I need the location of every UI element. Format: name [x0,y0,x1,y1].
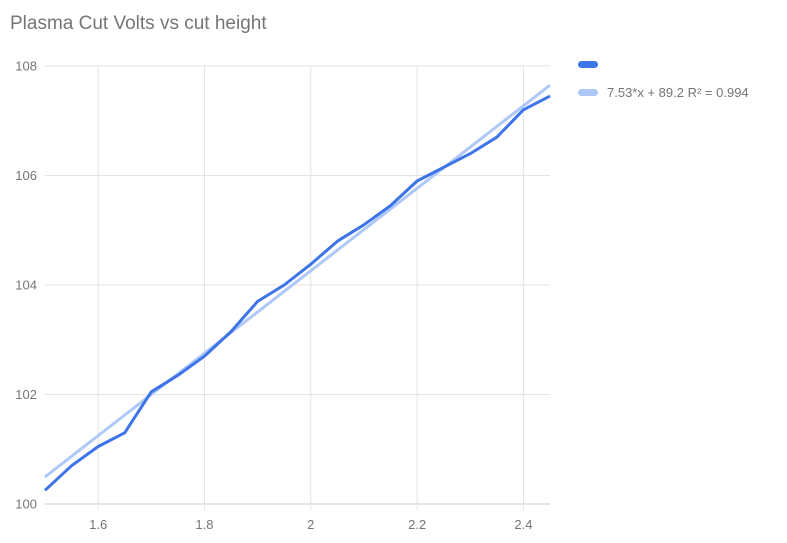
chart-title: Plasma Cut Volts vs cut height [10,13,267,34]
series-line [43,94,551,492]
x-tick-label-1.6: 1.6 [89,517,107,532]
y-tick-label-100: 100 [15,497,37,512]
trendline-label: 7.53*x + 89.2 R² = 0.994 [607,84,749,100]
y-tick-label-106: 106 [15,168,37,183]
x-tick-label-2.4: 2.4 [514,517,532,532]
x-tick-label-1.8: 1.8 [195,517,213,532]
y-tick-label-108: 108 [15,59,37,74]
legend-item-trendline: 7.53*x + 89.2 R² = 0.994 [578,84,749,100]
x-tick-label-2: 2 [307,517,314,532]
x-tick-label-2.2: 2.2 [408,517,426,532]
trendline [44,84,551,479]
legend: 7.53*x + 89.2 R² = 0.994 [578,57,749,113]
trendline-swatch [578,88,598,96]
y-tick-label-104: 104 [15,278,37,293]
y-tick-label-102: 102 [15,387,37,402]
series-swatch [578,60,598,68]
legend-item-series [578,57,749,71]
